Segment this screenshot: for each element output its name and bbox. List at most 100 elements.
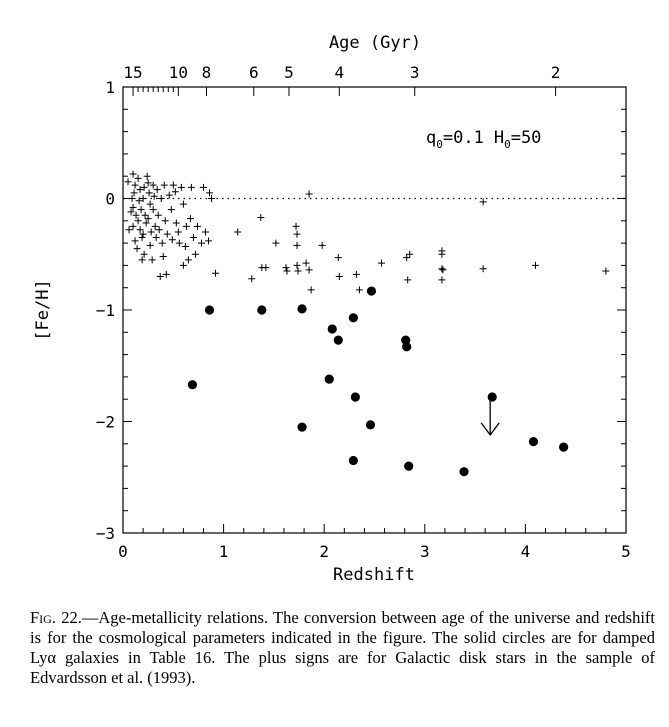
disk-star-point	[149, 206, 157, 214]
age-metallicity-chart: 0 1 2 3 4 510−1−2−315 10 8 6 5 4 3 2 Redshift [Fe/H]…	[33, 33, 631, 585]
disk-star-point	[134, 174, 142, 182]
dla-galaxy-point	[348, 313, 358, 323]
disk-star-point	[153, 186, 161, 194]
disk-star-point	[146, 241, 154, 249]
disk-star-point	[128, 195, 136, 202]
dla-galaxy-point	[350, 392, 360, 402]
disk-star-point	[378, 259, 386, 267]
dla-galaxy-point	[333, 335, 343, 345]
disk-star-point	[163, 230, 171, 238]
disk-star-point	[129, 222, 137, 230]
disk-star-point	[125, 226, 133, 234]
top-age-label: 5	[284, 63, 294, 82]
data-points	[124, 170, 610, 477]
disk-star-point	[130, 189, 138, 197]
disk-star-point	[272, 239, 280, 247]
disk-star-point	[184, 256, 192, 264]
disk-star-point	[175, 239, 183, 247]
disk-star-point	[144, 179, 152, 187]
y-tick-label: 1	[105, 78, 115, 97]
top-age-label: 3	[410, 63, 420, 82]
disk-star-point	[146, 200, 154, 208]
disk-star-point	[171, 188, 179, 196]
disk-star-point	[318, 241, 326, 249]
disk-star-point	[182, 222, 190, 230]
disk-star-point	[282, 264, 290, 272]
disk-star-point	[406, 250, 414, 258]
x-tick-label: 0	[118, 542, 128, 561]
top-age-label: 10	[169, 63, 188, 82]
disk-star-point	[531, 261, 539, 269]
disk-star-point	[352, 270, 360, 278]
disk-star-point	[262, 264, 270, 272]
disk-star-point	[159, 252, 167, 260]
disk-star-point	[248, 275, 256, 283]
disk-star-point	[167, 206, 175, 214]
disk-star-point	[186, 215, 194, 223]
disk-star-point	[140, 183, 148, 191]
disk-star-point	[305, 190, 313, 198]
x-axis-label: Redshift	[333, 565, 415, 585]
disk-star-point	[157, 195, 165, 202]
disk-star-point	[302, 259, 310, 267]
disk-star-point	[234, 228, 242, 236]
disk-star-point	[136, 226, 144, 234]
disk-star-point	[335, 273, 343, 281]
x-tick-label: 3	[420, 542, 430, 561]
dla-galaxy-point	[459, 467, 469, 477]
disk-star-point	[208, 195, 216, 202]
upper-limit-arrow	[480, 396, 500, 436]
x-tick-label: 1	[219, 542, 229, 561]
dla-galaxy-point	[297, 422, 307, 432]
plot-frame	[122, 86, 627, 534]
dla-galaxy-point	[366, 286, 377, 296]
dla-galaxy-point	[528, 436, 539, 447]
disk-star-point	[141, 211, 149, 219]
axis-ticks: 0 1 2 3 4 510−1−2−315 10 8 6 5 4 3 2	[96, 63, 631, 561]
disk-star-point	[142, 219, 150, 227]
dla-galaxy-point	[257, 305, 267, 315]
disk-star-point	[602, 267, 610, 275]
disk-star-point	[162, 270, 170, 278]
disk-star-point	[147, 228, 155, 236]
disk-star-point	[158, 239, 166, 247]
disk-star-point	[174, 228, 182, 236]
disk-star-point	[355, 286, 363, 294]
disk-star-point	[334, 254, 342, 262]
disk-star-point	[134, 217, 142, 225]
disk-star-point	[212, 269, 220, 277]
y-tick-label: −1	[96, 301, 115, 320]
disk-star-point	[154, 211, 162, 219]
dla-galaxy-point	[348, 455, 358, 466]
dla-galaxy-point	[559, 442, 569, 452]
disk-star-point	[155, 226, 163, 234]
disk-star-point	[124, 178, 132, 186]
disk-star-point	[292, 222, 300, 230]
figure-caption: Fig. 22.—Age-metallicity relations. The …	[30, 608, 655, 688]
disk-star-point	[439, 266, 447, 274]
top-age-label: 6	[249, 63, 259, 82]
dla-galaxy-point	[365, 420, 376, 430]
top-axis-label: Age (Gyr)	[329, 33, 421, 53]
disk-star-point	[133, 245, 141, 253]
disk-star-point	[151, 222, 159, 230]
disk-star-point	[179, 200, 187, 208]
disk-star-point	[438, 250, 446, 258]
top-age-label: 2	[551, 63, 561, 82]
disk-star-point	[137, 206, 145, 214]
q-value: =0.1	[443, 128, 484, 148]
disk-star-point	[131, 237, 139, 245]
y-tick-label: −2	[96, 413, 115, 432]
x-tick-label: 5	[621, 542, 631, 561]
disk-star-point	[169, 181, 177, 189]
disk-star-point	[150, 192, 158, 200]
disk-star-point	[294, 267, 302, 275]
disk-star-point	[187, 183, 195, 191]
disk-star-point	[135, 197, 143, 205]
disk-star-point	[438, 276, 446, 284]
disk-star-point	[132, 211, 140, 219]
disk-star-point	[307, 286, 315, 294]
disk-star-point	[172, 219, 180, 227]
figure-number: Fig. 22.	[30, 608, 82, 627]
cosmology-annotation: q0=0.1 H0=50	[426, 128, 541, 151]
